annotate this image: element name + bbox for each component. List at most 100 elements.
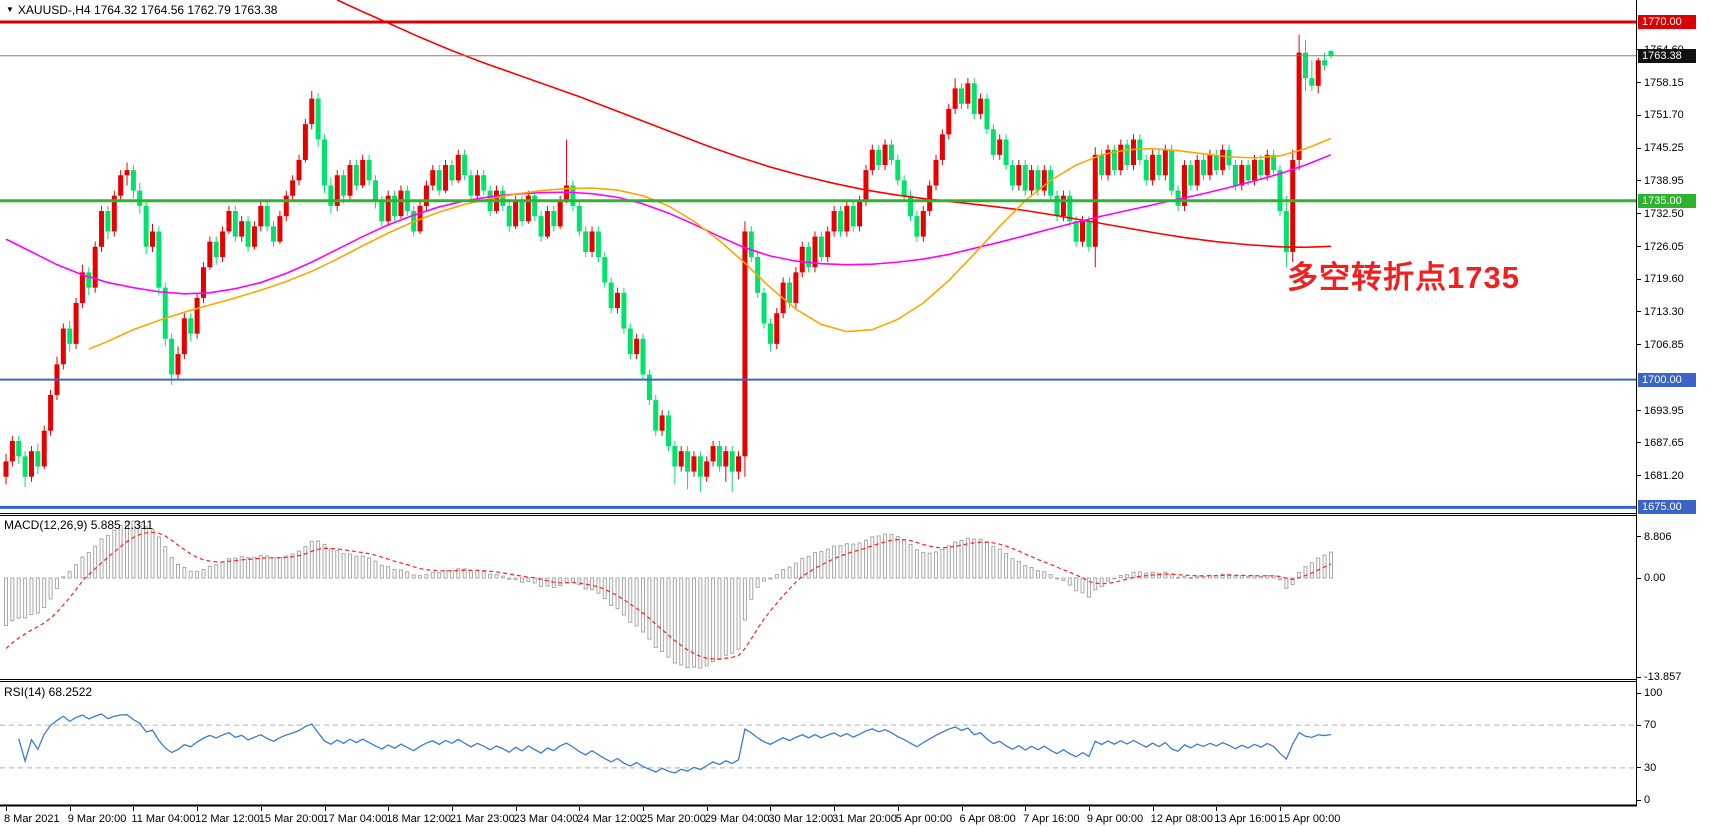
time-axis-tick: 18 Mar 12:00 [386, 813, 452, 825]
time-tick-mark [1152, 807, 1154, 811]
time-tick-mark [515, 807, 517, 811]
rsi-indicator-label: RSI(14) 68.2522 [4, 685, 93, 699]
ma-orange [88, 137, 1332, 350]
time-axis-tick: 29 Mar 04:00 [704, 813, 770, 825]
time-axis-tick: 9 Apr 00:00 [1086, 813, 1144, 825]
time-tick-mark [69, 807, 71, 811]
price-axis-tick: 1726.05 [1644, 240, 1684, 253]
price-axis-tick: 1687.65 [1644, 436, 1684, 449]
price-axis-tick: 1713.30 [1644, 305, 1684, 318]
time-axis-tick: 13 Apr 16:00 [1214, 813, 1277, 825]
axis-tick-mark [1637, 344, 1641, 346]
main-price-pane [0, 0, 1637, 509]
price-tag-1770.00: 1770.00 [1638, 14, 1696, 29]
price-axis-tick: 1738.95 [1644, 174, 1684, 187]
time-axis-tick: 15 Apr 00:00 [1278, 813, 1341, 825]
price-axis-tick: 1732.50 [1644, 207, 1684, 220]
axis-tick-mark [1637, 536, 1641, 538]
time-axis-tick: 11 Mar 04:00 [131, 813, 196, 825]
axis-tick-mark [1637, 311, 1641, 313]
time-axis-tick: 5 Apr 00:00 [895, 813, 953, 825]
time-tick-mark [1280, 807, 1281, 811]
axis-tick-mark [1637, 475, 1641, 477]
time-tick-mark [133, 807, 135, 811]
axis-tick-mark [1637, 180, 1641, 182]
time-axis-tick: 31 Mar 20:00 [832, 813, 897, 825]
price-axis-tick: 100 [1644, 687, 1663, 699]
price-axis-tick: 1751.70 [1644, 109, 1684, 122]
time-tick-mark [260, 807, 262, 811]
time-axis-tick: 8 Mar 2021 [4, 813, 60, 825]
time-tick-mark [324, 807, 326, 811]
time-axis[interactable]: 8 Mar 2021 9 Mar 20:00 11 Mar 04:00 12 Mar … [0, 807, 1723, 827]
price-axis-tick: 0 [1644, 794, 1651, 806]
symbol-header: ▼ XAUUSD-,H4 1764.32 1764.56 1762.79 1763… [6, 3, 277, 17]
ohlc-readout: 1764.32 1764.56 1762.79 1763.38 [93, 3, 278, 17]
chart-canvas[interactable] [0, 0, 1637, 807]
symbol-dropdown-icon[interactable]: ▼ [6, 5, 14, 14]
axis-tick-mark [1637, 114, 1641, 116]
symbol-timeframe: XAUUSD-,H4 [17, 3, 91, 17]
ma-magenta [5, 154, 1332, 295]
time-tick-mark [6, 807, 7, 811]
time-tick-mark [1216, 807, 1218, 811]
time-axis-tick: 23 Mar 04:00 [513, 813, 579, 825]
candlesticks [3, 34, 1334, 493]
time-tick-mark [770, 807, 772, 811]
price-axis-tick: 70 [1644, 719, 1657, 732]
price-tag-1675.00: 1675.00 [1638, 500, 1696, 515]
time-tick-mark [961, 807, 963, 811]
axis-tick-mark [1637, 147, 1641, 149]
price-axis-tick: 1706.85 [1644, 338, 1684, 351]
time-tick-mark [897, 807, 899, 811]
axis-tick-mark [1637, 724, 1641, 726]
price-axis-tick: 1693.95 [1644, 404, 1684, 417]
price-tag-1700.00: 1700.00 [1638, 372, 1696, 387]
ma-red [336, 0, 1331, 249]
time-tick-mark [834, 807, 836, 811]
rsi-pane [0, 713, 1637, 774]
time-axis-tick: 12 Mar 12:00 [195, 813, 260, 825]
time-tick-mark [1025, 807, 1027, 811]
time-axis-tick: 17 Mar 04:00 [322, 813, 388, 825]
time-tick-mark [388, 807, 390, 811]
axis-tick-mark [1637, 278, 1641, 280]
time-tick-mark [197, 807, 199, 811]
price-axis-tick: 0.00 [1644, 572, 1666, 584]
annotation-text: 多空转折点1735 [1287, 260, 1520, 295]
axis-tick-mark [1637, 410, 1641, 412]
axis-tick-mark [1637, 767, 1641, 769]
axis-tick-mark [1637, 676, 1641, 678]
price-axis-tick: 1745.25 [1644, 142, 1684, 155]
price-axis-tick: 30 [1644, 761, 1657, 774]
price-axis-tick: 1681.20 [1644, 469, 1684, 482]
price-axis-tick: 1758.15 [1644, 76, 1684, 89]
axis-tick-mark [1637, 82, 1641, 84]
time-axis-tick: 30 Mar 12:00 [768, 813, 834, 825]
price-axis[interactable]: 1764.601758.151751.701745.251738.951732.… [1637, 0, 1723, 807]
price-tag-1735.00: 1735.00 [1638, 193, 1696, 208]
time-axis-tick: 12 Apr 08:00 [1150, 813, 1213, 825]
time-axis-tick: 6 Apr 08:00 [959, 813, 1016, 825]
time-axis-tick: 9 Mar 20:00 [67, 813, 127, 825]
macd-signal-line [5, 531, 1332, 660]
time-axis-tick: 7 Apr 16:00 [1023, 813, 1080, 825]
macd-indicator-label: MACD(12,26,9) 5.885 2.311 [4, 518, 154, 532]
time-axis-tick: 15 Mar 20:00 [258, 813, 324, 825]
axis-tick-mark [1637, 442, 1641, 444]
axis-tick-mark [1637, 246, 1641, 248]
time-tick-mark [451, 807, 453, 811]
axis-tick-mark [1637, 692, 1641, 694]
rsi-line [18, 713, 1332, 774]
current-price-tag: 1763.38 [1638, 48, 1696, 63]
axis-tick-mark [1637, 799, 1641, 801]
price-axis-tick: 1719.60 [1644, 273, 1684, 286]
macd-pane [4, 520, 1333, 669]
time-tick-mark [1088, 807, 1090, 811]
time-axis-tick: 25 Mar 20:00 [641, 813, 706, 825]
axis-tick-mark [1637, 577, 1641, 579]
time-tick-mark [579, 807, 581, 811]
time-axis-tick: 24 Mar 12:00 [577, 813, 643, 825]
time-tick-mark [706, 807, 708, 811]
